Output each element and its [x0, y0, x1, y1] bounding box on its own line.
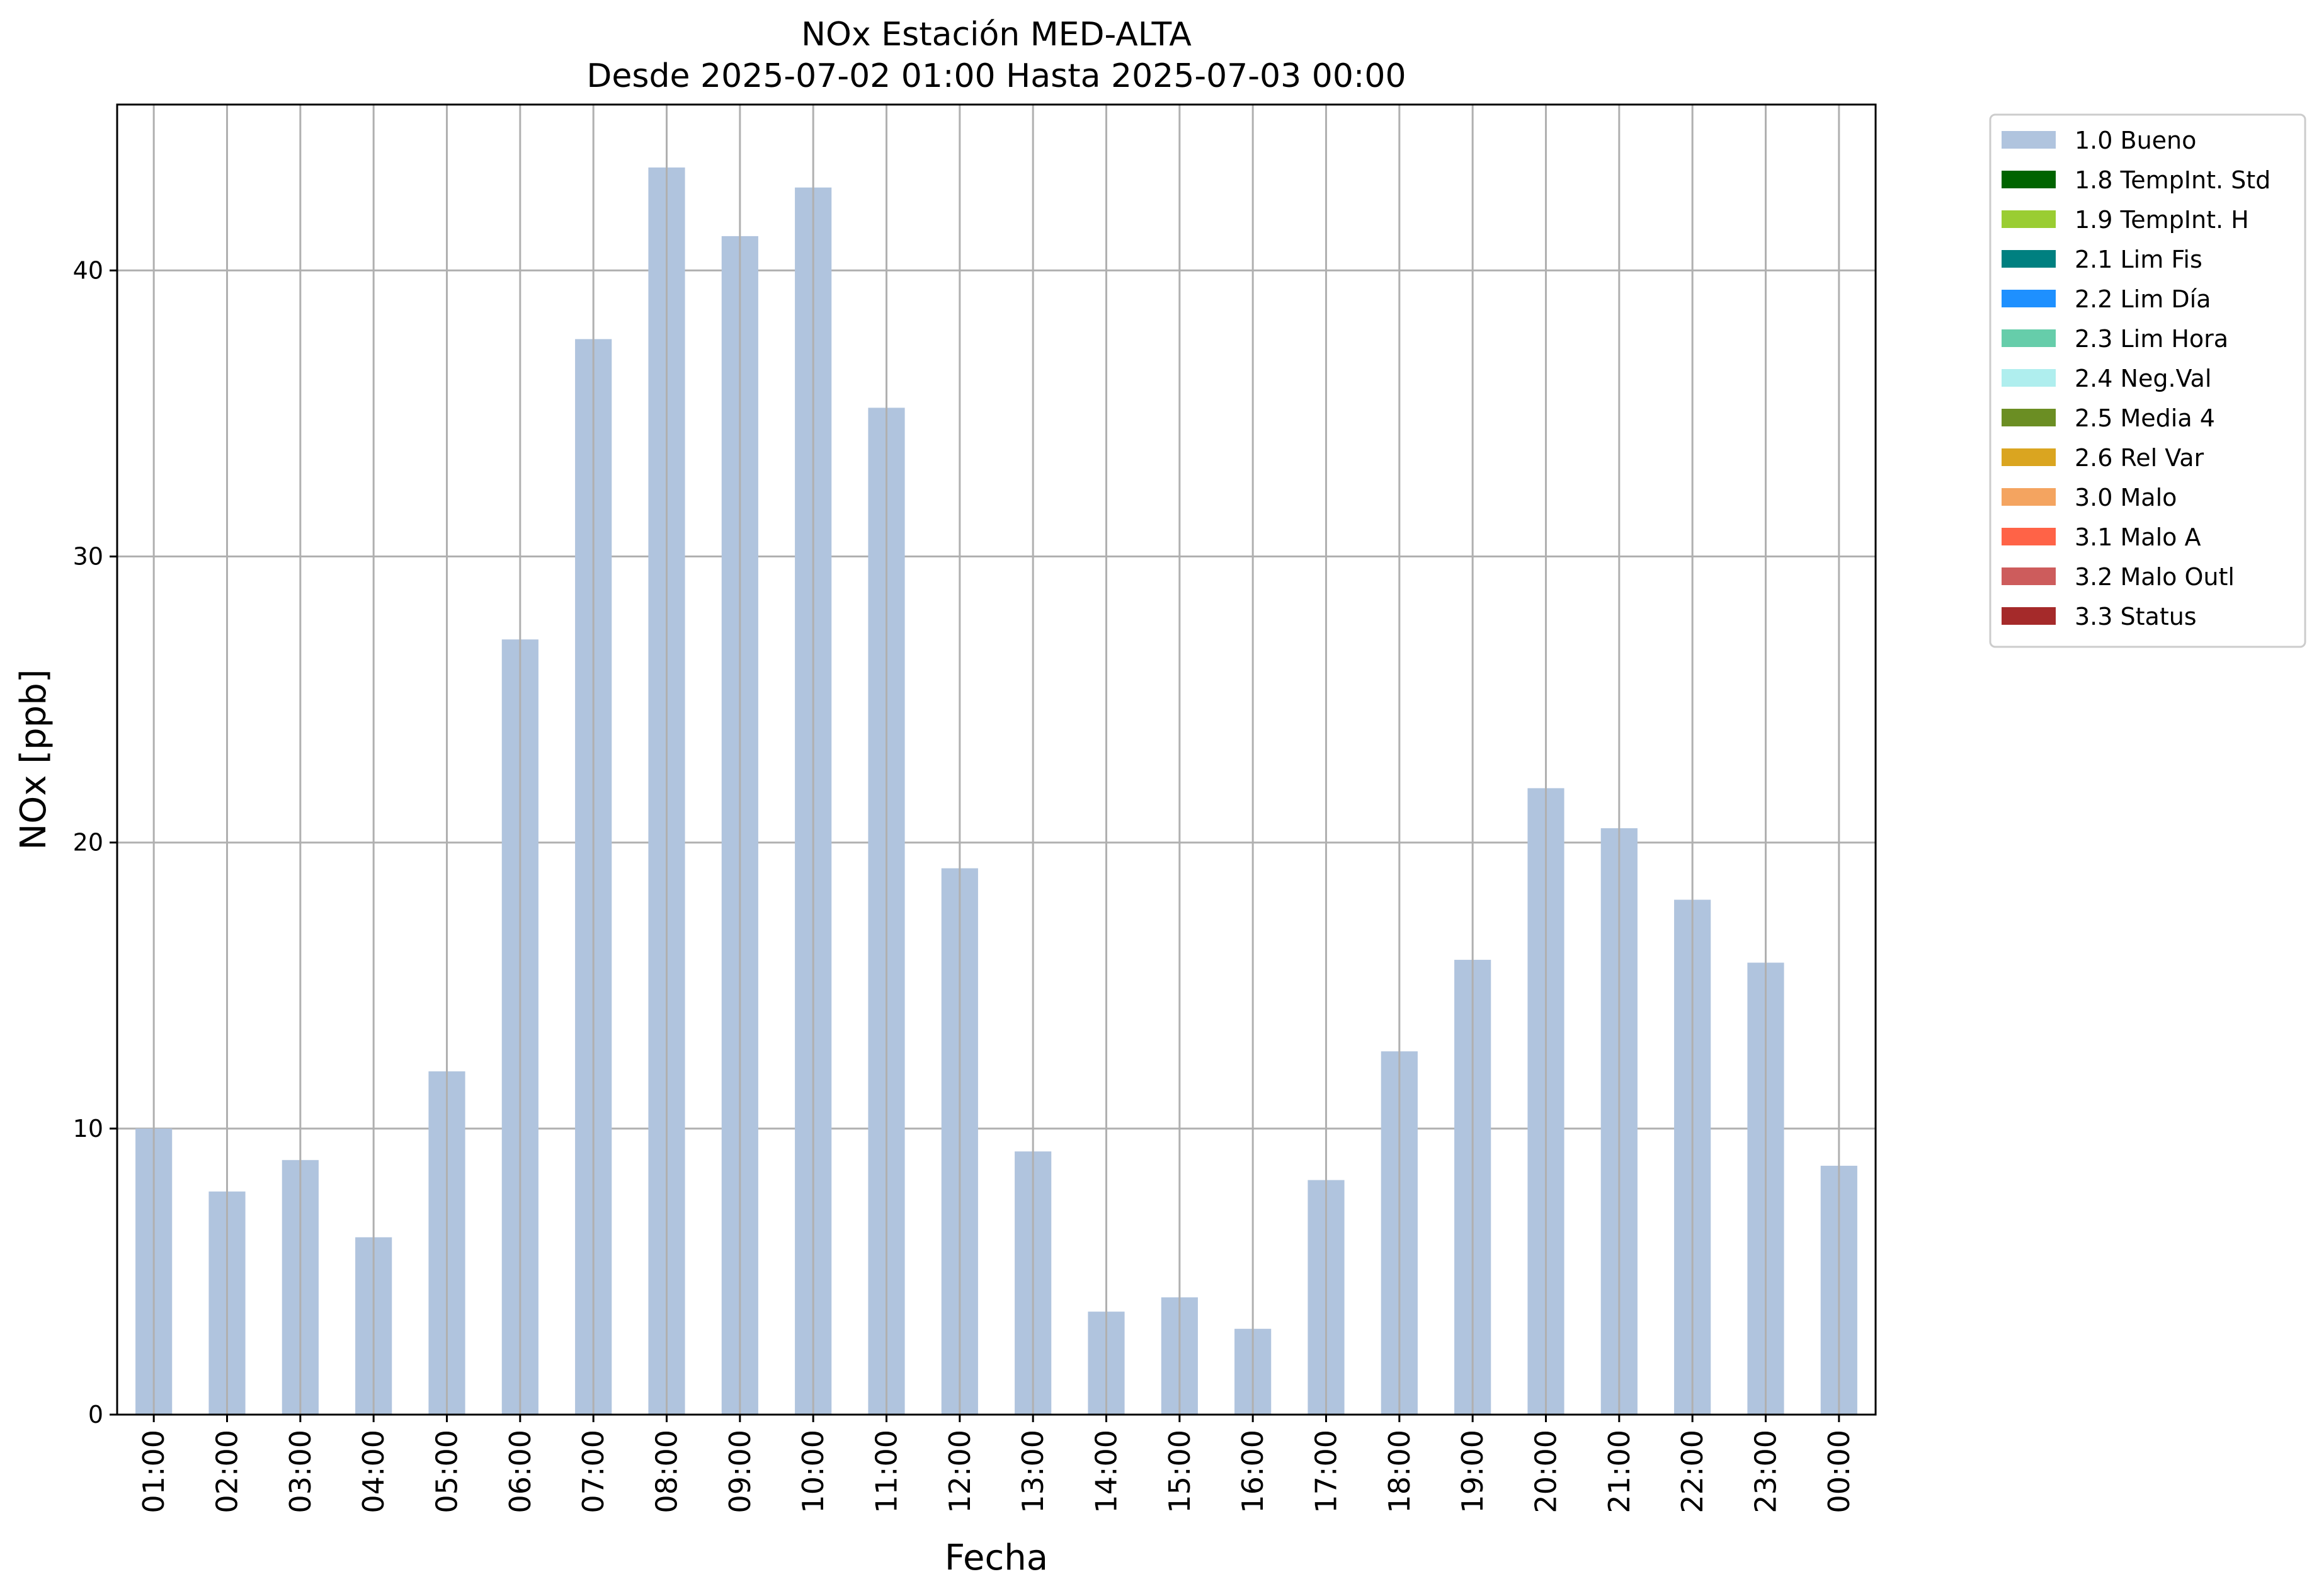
- x-tick-label-2: 03:00: [283, 1430, 317, 1513]
- x-tick-label-8: 09:00: [723, 1430, 757, 1513]
- x-tick-label-22: 23:00: [1749, 1430, 1783, 1513]
- x-tick-label-12: 13:00: [1016, 1430, 1050, 1513]
- legend-label-0: 1.0 Bueno: [2075, 127, 2196, 154]
- legend-swatch-3: [2002, 250, 2056, 268]
- legend-swatch-12: [2002, 607, 2056, 625]
- legend-swatch-8: [2002, 448, 2056, 466]
- x-tick-label-5: 06:00: [503, 1430, 537, 1513]
- legend-label-5: 2.3 Lim Hora: [2075, 325, 2228, 353]
- x-tick-label-7: 08:00: [650, 1430, 684, 1513]
- x-tick-label-6: 07:00: [576, 1430, 610, 1513]
- legend-swatch-6: [2002, 369, 2056, 387]
- x-tick-label-15: 16:00: [1236, 1430, 1270, 1513]
- legend-swatch-10: [2002, 528, 2056, 545]
- legend-label-8: 2.6 Rel Var: [2075, 444, 2204, 472]
- legend-label-9: 3.0 Malo: [2075, 484, 2177, 511]
- x-grid-lines: [152, 105, 1840, 1415]
- legend: 1.0 Bueno 1.8 TempInt. Std 1.9 TempInt. H 2…: [1989, 113, 2306, 648]
- legend-label-2: 1.9 TempInt. H: [2075, 206, 2249, 234]
- y-tick-label-1: 10: [73, 1115, 103, 1143]
- legend-label-11: 3.2 Malo Outl: [2075, 563, 2235, 591]
- x-axis-ticks: 01:00 02:00 03:00 04:00 05:00 06:00 07:00 08:00…: [137, 1415, 1856, 1513]
- legend-label-3: 2.1 Lim Fis: [2075, 246, 2202, 273]
- legend-swatch-7: [2002, 409, 2056, 426]
- x-tick-label-16: 17:00: [1309, 1430, 1343, 1513]
- x-tick-label-3: 04:00: [356, 1430, 390, 1513]
- legend-swatch-1: [2002, 171, 2056, 188]
- x-tick-label-21: 22:00: [1675, 1430, 1709, 1513]
- legend-swatch-5: [2002, 329, 2056, 347]
- plot-frame: [116, 103, 1877, 1416]
- x-tick-label-0: 01:00: [137, 1430, 171, 1513]
- legend-label-7: 2.5 Media 4: [2075, 404, 2215, 432]
- x-tick-label-4: 05:00: [430, 1430, 464, 1513]
- legend-swatch-4: [2002, 290, 2056, 307]
- bars: [135, 167, 1857, 1415]
- legend-label-10: 3.1 Malo A: [2075, 523, 2201, 551]
- y-axis-ticks: 0 10 20 30 40: [73, 256, 117, 1428]
- y-axis-label: NOx [ppb]: [13, 669, 54, 850]
- x-tick-label-18: 19:00: [1456, 1430, 1490, 1513]
- x-tick-label-10: 11:00: [870, 1430, 904, 1513]
- legend-box: [1989, 113, 2306, 648]
- y-tick-label-0: 0: [88, 1401, 103, 1428]
- legend-swatch-0: [2002, 131, 2056, 149]
- legend-label-1: 1.8 TempInt. Std: [2075, 166, 2271, 194]
- x-tick-label-14: 15:00: [1163, 1430, 1197, 1513]
- x-tick-label-17: 18:00: [1382, 1430, 1416, 1513]
- x-tick-label-9: 10:00: [796, 1430, 830, 1513]
- x-tick-label-20: 21:00: [1602, 1430, 1636, 1513]
- chart-title: NOx Estación MED-ALTA: [801, 16, 1192, 54]
- grid-lines: [117, 269, 1876, 1130]
- x-tick-label-19: 20:00: [1529, 1430, 1563, 1513]
- x-tick-label-1: 02:00: [210, 1430, 244, 1513]
- legend-label-4: 2.2 Lim Día: [2075, 285, 2211, 313]
- legend-swatch-2: [2002, 210, 2056, 228]
- legend-label-12: 3.3 Status: [2075, 603, 2197, 630]
- chart-subtitle: Desde 2025-07-02 01:00 Hasta 2025-07-03 …: [586, 57, 1406, 95]
- x-tick-label-23: 00:00: [1822, 1430, 1856, 1513]
- legend-label-6: 2.4 Neg.Val: [2075, 365, 2211, 392]
- y-tick-label-4: 40: [73, 256, 103, 284]
- x-axis-label: Fecha: [945, 1537, 1048, 1578]
- x-tick-label-11: 12:00: [943, 1430, 977, 1513]
- legend-swatch-9: [2002, 488, 2056, 506]
- y-tick-label-2: 20: [73, 829, 103, 857]
- legend-swatch-11: [2002, 567, 2056, 585]
- y-tick-label-3: 30: [73, 543, 103, 571]
- x-tick-label-13: 14:00: [1090, 1430, 1124, 1513]
